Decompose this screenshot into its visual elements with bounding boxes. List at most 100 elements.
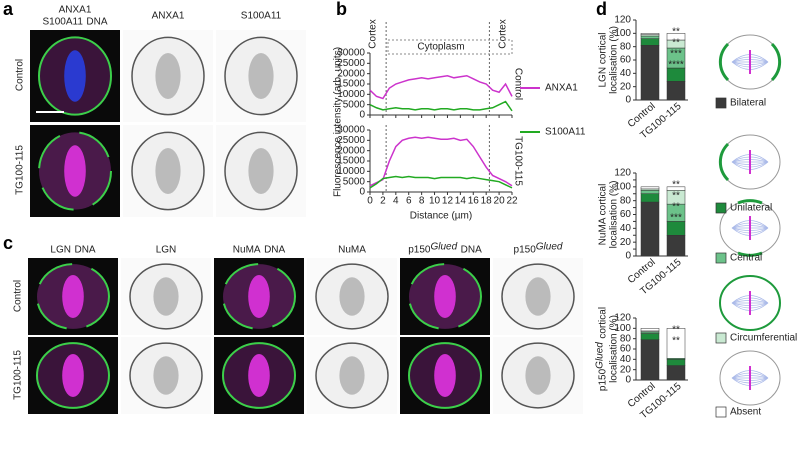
- y-tick-label: 80: [620, 195, 632, 206]
- significance: ***: [670, 49, 682, 60]
- y-tick-label: 0: [359, 110, 365, 121]
- label-part: DNA: [264, 245, 285, 256]
- legend-label: ANXA1: [545, 83, 578, 94]
- crescent: [770, 42, 782, 82]
- label-part: Glued: [595, 342, 606, 369]
- y-axis-label: Fluorescence intensity (arb. units): [333, 47, 344, 197]
- micrograph: [123, 30, 213, 122]
- chromatin: [525, 356, 551, 395]
- micrograph: [400, 337, 490, 414]
- y-tick-label: 20: [620, 237, 632, 248]
- label-part: ANXA1: [152, 11, 185, 22]
- y-tick-label: 40: [620, 354, 632, 365]
- label-part: DNA: [74, 245, 95, 256]
- micrograph: [307, 337, 397, 414]
- chromatin: [62, 353, 84, 398]
- y-tick-label: 25000: [337, 135, 365, 146]
- label-part: S100A11: [42, 17, 83, 28]
- legend-swatch: [715, 406, 727, 418]
- label-part: Glued: [536, 242, 563, 253]
- cortex: [36, 342, 110, 409]
- y-tick-label: 80: [620, 333, 632, 344]
- micrograph: [493, 337, 583, 414]
- crescent: [718, 142, 730, 182]
- y-tick-label: 40: [620, 223, 632, 234]
- chromatin: [434, 274, 456, 319]
- bar-segment: [666, 359, 686, 366]
- bar-segment: [640, 201, 660, 257]
- x-tick-label: 6: [406, 196, 412, 207]
- legend-label: Unilateral: [730, 203, 772, 214]
- y-tick-label: 30000: [337, 125, 365, 136]
- y-tick-label: 20000: [337, 145, 365, 156]
- y-axis-label: NuMA cortical localisation (%): [598, 181, 620, 249]
- cortex: [408, 263, 482, 330]
- y-tick-label: 5000: [343, 99, 366, 110]
- label-part: Glued: [430, 242, 457, 253]
- chromatin: [525, 277, 551, 316]
- label-part: p150: [514, 245, 537, 256]
- significance: **: [672, 202, 680, 213]
- bar-segment: [666, 235, 686, 257]
- chromatin: [248, 148, 274, 194]
- legend-swatch: [715, 97, 727, 109]
- chromatin: [248, 274, 270, 319]
- panel-label: b: [336, 0, 347, 19]
- micrograph: [214, 258, 304, 335]
- row-label: Control: [13, 280, 24, 312]
- region-label: Cytoplasm: [417, 42, 464, 53]
- y-tick-label: 100: [614, 28, 631, 39]
- x-tick-label: 14: [455, 196, 467, 207]
- micrograph: [400, 258, 490, 335]
- micrograph: [30, 30, 120, 122]
- x-axis-label: Distance (µm): [410, 211, 472, 222]
- y-tick-label: 20: [620, 364, 632, 375]
- y-tick-label: 15000: [337, 79, 365, 90]
- y-tick-label: 60: [620, 55, 632, 66]
- label-part: DNA: [86, 17, 107, 28]
- side-label: Control: [512, 68, 523, 100]
- bar-segment: [666, 33, 686, 41]
- y-tick-label: 10000: [337, 166, 365, 177]
- significance: **: [672, 180, 680, 191]
- y-tick-label: 0: [625, 95, 631, 106]
- legend-label: Bilateral: [730, 98, 766, 109]
- significance: **: [672, 27, 680, 38]
- chromatin: [64, 50, 86, 102]
- micrograph: [28, 258, 118, 335]
- legend-label: S100A11: [545, 127, 586, 138]
- bar-segment: [640, 190, 660, 195]
- chromatin: [339, 277, 365, 316]
- y-tick-label: 10000: [337, 89, 365, 100]
- y-tick-label: 40: [620, 68, 632, 79]
- micrograph: [493, 258, 583, 335]
- micrograph: [121, 258, 211, 335]
- significance: ****: [668, 60, 684, 71]
- cortex-ring: [719, 275, 781, 331]
- chromatin: [62, 274, 84, 319]
- cortex: [222, 263, 296, 330]
- chromatin: [155, 53, 181, 99]
- y-tick-label: 20: [620, 81, 632, 92]
- side-label: TG100-115: [512, 136, 523, 186]
- y-tick-label: 0: [625, 375, 631, 386]
- row-label: TG100-115: [15, 145, 26, 195]
- x-tick-label: 0: [367, 196, 373, 207]
- legend-label: Absent: [730, 407, 761, 418]
- label-part: S100A11: [241, 11, 282, 22]
- series-line: [369, 175, 513, 189]
- significance: **: [672, 38, 680, 49]
- bar-segment: [666, 81, 686, 101]
- cortex: [222, 342, 296, 409]
- bar-segment: [666, 328, 686, 359]
- y-tick-label: 80: [620, 41, 632, 52]
- series-line: [369, 100, 513, 112]
- x-tick-label: 12: [442, 196, 454, 207]
- label-part: LGN: [156, 245, 177, 256]
- cortex: [36, 263, 110, 330]
- chromatin: [248, 53, 274, 99]
- cortex: [38, 36, 112, 116]
- chromatin: [153, 356, 179, 395]
